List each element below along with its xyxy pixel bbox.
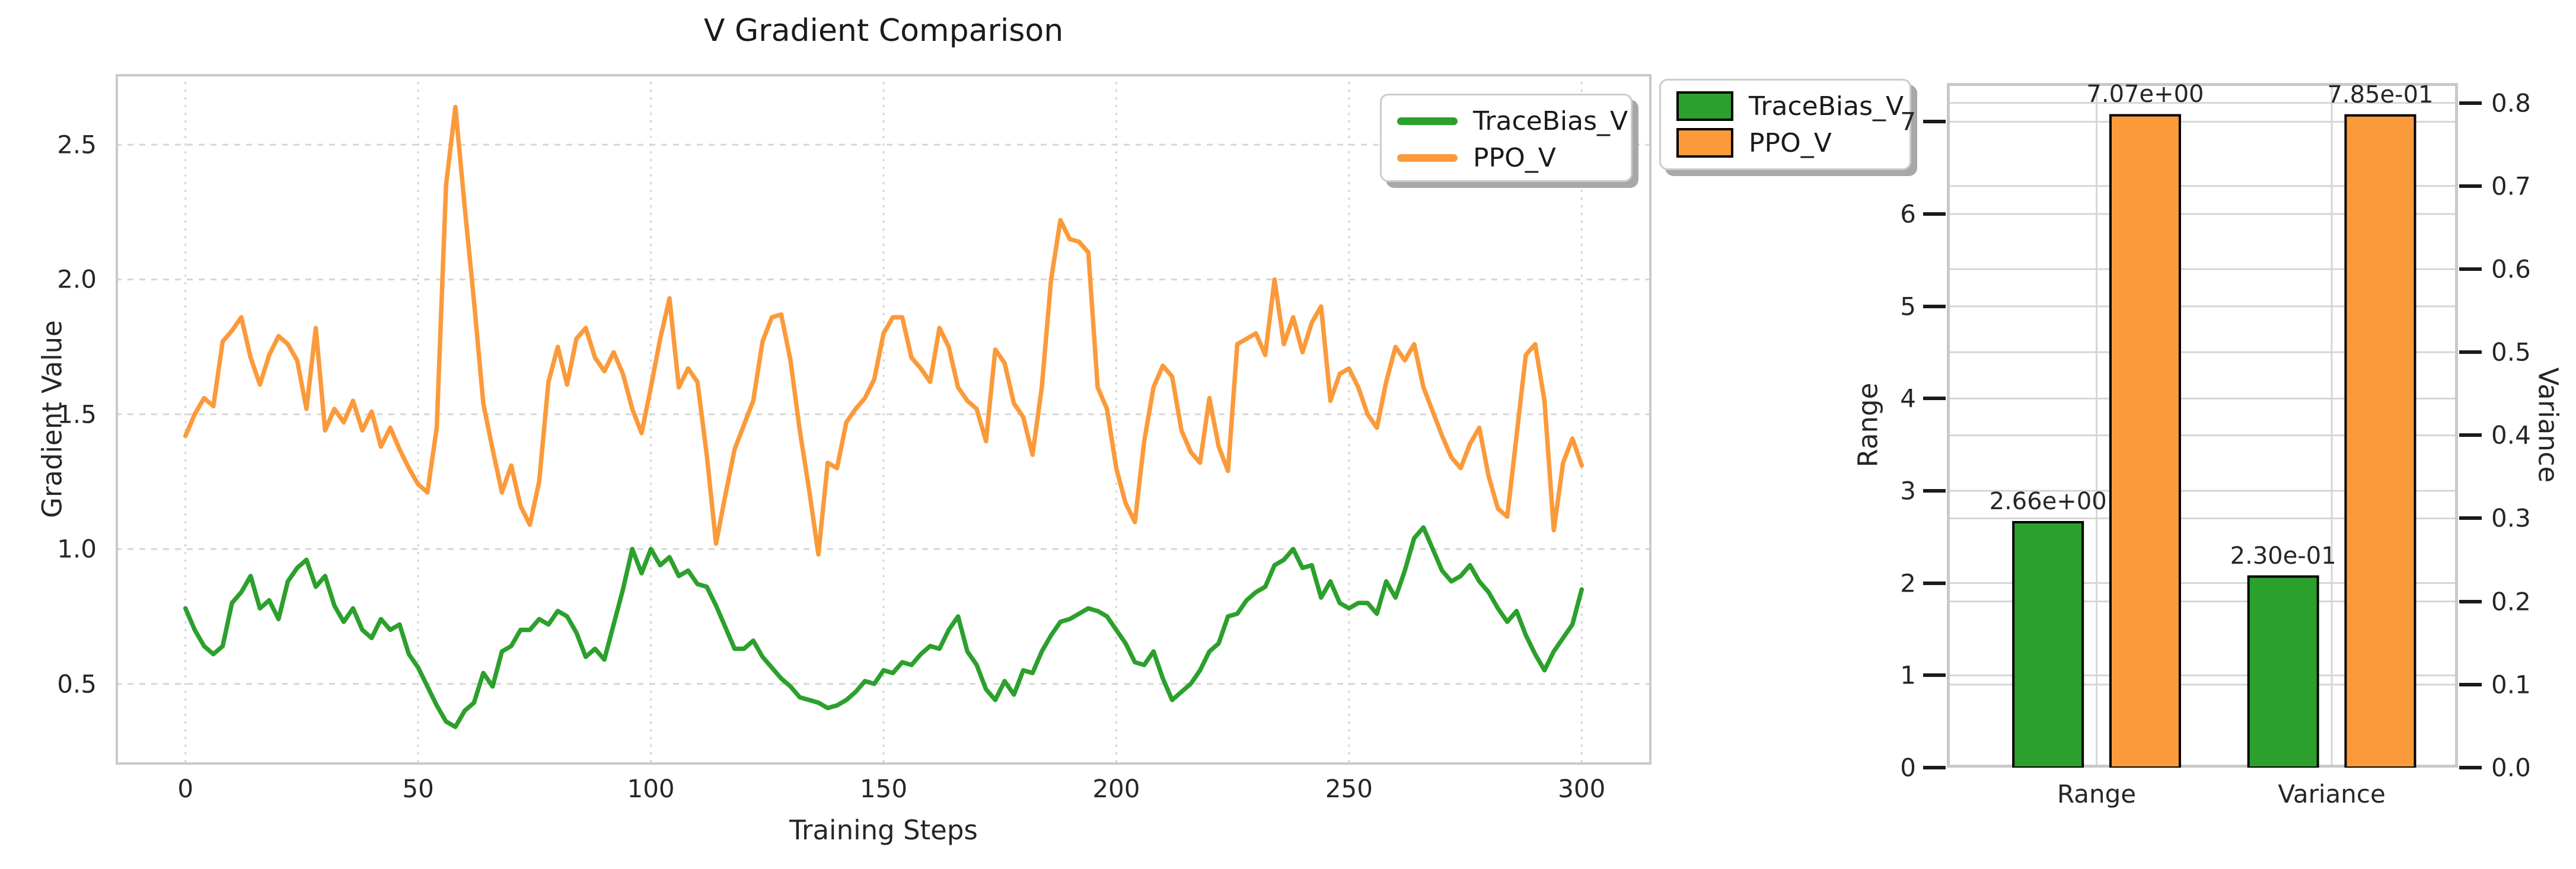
right-axis-tick-mark <box>2459 184 2482 188</box>
right-axis-tick-label: 0.2 <box>2491 587 2531 616</box>
right-axis-tick-mark <box>2459 350 2482 354</box>
left-axis-tick-mark <box>1923 120 1946 124</box>
left-axis-tick-mark <box>1923 581 1946 585</box>
line-chart-legend: TraceBias_V PPO_V <box>1380 94 1633 182</box>
x-tick-label: 0 <box>177 774 194 803</box>
legend-row: PPO_V <box>1397 139 1615 176</box>
right-axis-tick-label: 0.6 <box>2491 254 2531 284</box>
bar-value-label: 2.30e-01 <box>2230 542 2336 570</box>
bar-ppo_v-variance <box>2344 114 2416 768</box>
bar-value-label: 2.66e+00 <box>1989 487 2107 515</box>
left-axis-tick-label: 5 <box>1900 292 1916 321</box>
right-axis-tick-mark <box>2459 766 2482 769</box>
right-axis-tick-mark <box>2459 101 2482 105</box>
bar-tracebias_v-range <box>2012 520 2084 768</box>
right-axis-tick-label: 0.7 <box>2491 171 2531 201</box>
right-axis-tick-label: 0.0 <box>2491 753 2531 782</box>
category-tick-label: Range <box>2057 779 2137 809</box>
left-axis-tick-label: 3 <box>1900 476 1916 506</box>
bar-value-label: 7.07e+00 <box>2086 81 2204 108</box>
bar-plot-area <box>1947 83 2458 768</box>
bar-tracebias_v-variance <box>2247 575 2319 768</box>
bar-chart-legend: TraceBias_V PPO_V <box>1659 79 1911 170</box>
category-tick-label: Variance <box>2278 779 2386 809</box>
bar-value-label: 7.85e-01 <box>2327 81 2434 108</box>
x-tick-label: 250 <box>1325 774 1373 803</box>
axes-spines <box>1947 83 2458 768</box>
axes-spines <box>116 74 1652 765</box>
chart-title: V Gradient Comparison <box>703 13 1064 49</box>
left-axis-tick-label: 2 <box>1900 568 1916 598</box>
legend-patch-swatch-orange <box>1676 128 1733 158</box>
left-axis-tick-label: 4 <box>1900 384 1916 413</box>
legend-label: TraceBias_V <box>1473 106 1628 136</box>
bar-ppo_v-range <box>2109 114 2181 768</box>
right-axis-tick-label: 0.8 <box>2491 88 2531 118</box>
right-axis-tick-label: 0.4 <box>2491 420 2531 450</box>
legend-line-swatch-orange <box>1397 154 1458 162</box>
legend-label: PPO_V <box>1749 127 1832 158</box>
right-axis-tick-mark <box>2459 433 2482 437</box>
legend-label: PPO_V <box>1473 142 1556 173</box>
x-tick-label: 50 <box>402 774 434 803</box>
left-axis-tick-label: 1 <box>1900 660 1916 690</box>
right-axis-tick-mark <box>2459 599 2482 603</box>
right-axis-tick-mark <box>2459 682 2482 686</box>
left-axis-tick-mark <box>1923 489 1946 493</box>
x-tick-label: 150 <box>859 774 908 803</box>
line-plot-area <box>116 74 1652 765</box>
x-tick-label: 300 <box>1558 774 1606 803</box>
right-axis-tick-mark <box>2459 516 2482 520</box>
legend-row: TraceBias_V <box>1676 88 1904 124</box>
left-axis-tick-label: 7 <box>1900 107 1916 136</box>
x-axis-label-training-steps: Training Steps <box>789 814 978 846</box>
legend-patch-swatch-green <box>1676 91 1733 121</box>
y-tick-label: 2.0 <box>57 264 97 294</box>
left-axis-tick-label: 6 <box>1900 199 1916 229</box>
left-axis-tick-mark <box>1923 397 1946 401</box>
x-tick-label: 100 <box>627 774 675 803</box>
left-axis-tick-mark <box>1923 304 1946 308</box>
left-axis-tick-mark <box>1923 212 1946 216</box>
series-ppo_v <box>183 104 1585 557</box>
legend-label: TraceBias_V <box>1749 91 1904 122</box>
left-axis-tick-label: 0 <box>1900 753 1916 782</box>
x-tick-label: 200 <box>1092 774 1140 803</box>
legend-row: TraceBias_V <box>1397 103 1628 139</box>
y-tick-label: 1.0 <box>57 534 97 564</box>
legend-line-swatch-green <box>1397 117 1458 125</box>
right-axis-tick-label: 0.1 <box>2491 670 2531 699</box>
series-tracebias_v <box>183 525 1585 730</box>
legend-row: PPO_V <box>1676 124 1894 161</box>
right-axis-tick-label: 0.3 <box>2491 503 2531 533</box>
y-tick-label: 0.5 <box>57 669 97 699</box>
left-axis-tick-mark <box>1923 673 1946 678</box>
y-tick-label: 2.5 <box>57 130 97 159</box>
y-tick-label: 1.5 <box>57 400 97 429</box>
right-axis-tick-label: 0.5 <box>2491 337 2531 367</box>
left-axis-tick-mark <box>1923 766 1946 769</box>
right-axis-tick-mark <box>2459 267 2482 271</box>
